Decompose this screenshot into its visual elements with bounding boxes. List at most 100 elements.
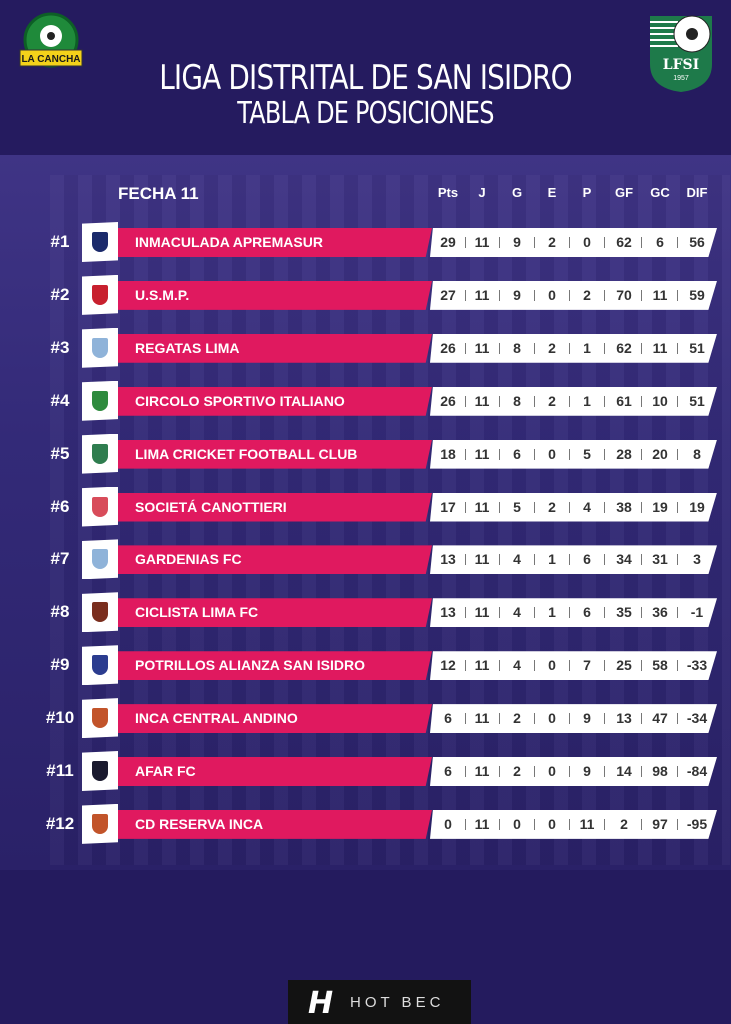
stat-j: 11 xyxy=(474,815,490,832)
stat-gc: 20 xyxy=(652,445,668,462)
divider xyxy=(604,501,605,513)
divider xyxy=(499,818,500,830)
team-name-bar: CD RESERVA INCA xyxy=(118,809,432,839)
divider xyxy=(641,607,642,619)
stat-p: 1 xyxy=(583,392,591,409)
stat-g: 9 xyxy=(513,286,521,303)
stat-g: 8 xyxy=(513,339,521,356)
la-cancha-logo: LA CANCHA xyxy=(19,12,83,68)
header: LA CANCHA LFSI 1957 LIGA DISTRITAL DE SA… xyxy=(0,0,731,155)
stat-gc: 31 xyxy=(652,551,668,568)
stat-gc: 19 xyxy=(652,498,668,515)
stat-g: 5 xyxy=(513,498,521,515)
table-row: #4 CIRCOLO SPORTIVO ITALIANO 26 11 8 2 1 61 10… xyxy=(0,379,731,423)
stat-e: 1 xyxy=(548,551,556,568)
rank: #5 xyxy=(50,443,70,463)
table-row: #6 SOCIETÁ CANOTTIERI 17 11 5 2 4 38 19 19 xyxy=(0,485,731,529)
stat-gf: 38 xyxy=(616,498,632,515)
divider xyxy=(534,660,535,672)
team-crest-icon xyxy=(82,274,118,315)
divider xyxy=(604,237,605,248)
divider xyxy=(569,554,570,566)
stat-pts: 13 xyxy=(440,604,456,621)
divider xyxy=(534,289,535,301)
stat-pts: 26 xyxy=(440,392,456,409)
team-crest-icon xyxy=(82,486,118,527)
stat-p: 6 xyxy=(583,551,591,568)
stat-dif: 3 xyxy=(693,551,701,568)
stat-e: 2 xyxy=(548,392,556,409)
column-header-pts: Pts xyxy=(437,185,459,200)
rank: #3 xyxy=(50,337,70,357)
divider xyxy=(677,766,678,777)
rank: #1 xyxy=(50,232,70,251)
stat-gf: 61 xyxy=(616,392,632,409)
stat-e: 0 xyxy=(548,710,556,727)
divider xyxy=(677,818,678,830)
divider xyxy=(534,607,535,619)
divider xyxy=(677,554,678,566)
stat-gc: 10 xyxy=(652,392,668,409)
stat-dif: 51 xyxy=(689,339,705,356)
divider xyxy=(569,818,570,830)
stat-g: 4 xyxy=(513,657,521,674)
stat-pts: 26 xyxy=(440,339,456,356)
rank: #4 xyxy=(50,390,70,410)
stat-dif: -1 xyxy=(690,604,704,621)
rank: #2 xyxy=(50,284,70,304)
divider xyxy=(569,289,570,301)
team-name: INCA CENTRAL ANDINO xyxy=(135,710,298,727)
stat-pts: 27 xyxy=(440,286,456,303)
divider xyxy=(641,501,642,513)
stat-gf: 28 xyxy=(616,445,632,462)
divider xyxy=(641,766,642,777)
stat-j: 11 xyxy=(474,339,490,356)
divider xyxy=(604,607,605,619)
divider xyxy=(569,766,570,777)
stat-e: 1 xyxy=(548,604,556,621)
stat-j: 11 xyxy=(474,657,490,674)
divider xyxy=(499,660,500,672)
divider xyxy=(499,607,500,619)
stat-gf: 2 xyxy=(620,815,628,832)
stat-j: 11 xyxy=(474,498,490,515)
stat-p: 9 xyxy=(583,763,591,779)
stats-bar: 18 11 6 0 5 28 20 8 xyxy=(430,439,717,469)
divider xyxy=(465,448,466,460)
logo-left-text: LA CANCHA xyxy=(21,54,80,65)
round-label: FECHA 11 xyxy=(118,184,199,203)
divider xyxy=(641,818,642,830)
divider xyxy=(569,713,570,725)
divider xyxy=(465,395,466,407)
divider xyxy=(499,289,500,301)
stat-e: 0 xyxy=(548,657,556,674)
rank: #11 xyxy=(46,761,74,780)
column-header-gf: GF xyxy=(614,185,634,200)
page-title: LIGA DISTRITAL DE SAN ISIDRO xyxy=(159,58,572,98)
divider xyxy=(641,660,642,672)
divider xyxy=(465,660,466,672)
stat-gf: 13 xyxy=(616,710,632,727)
divider xyxy=(499,237,500,248)
divider xyxy=(534,501,535,513)
divider xyxy=(569,607,570,619)
stat-pts: 6 xyxy=(444,763,452,779)
stat-p: 6 xyxy=(583,604,591,621)
stats-bar: 12 11 4 0 7 25 58 -33 xyxy=(430,651,717,681)
stat-j: 11 xyxy=(474,445,490,462)
table-row: #10 INCA CENTRAL ANDINO 6 11 2 0 9 13 47 -34 xyxy=(0,696,731,740)
divider xyxy=(677,607,678,619)
stat-g: 0 xyxy=(513,815,521,832)
divider xyxy=(465,501,466,513)
stat-g: 2 xyxy=(513,710,521,727)
stats-bar: 27 11 9 0 2 70 11 59 xyxy=(430,280,717,310)
stat-gc: 47 xyxy=(652,710,668,727)
divider xyxy=(569,237,570,248)
team-crest-icon xyxy=(82,222,118,262)
rank: #12 xyxy=(45,813,75,833)
stats-bar: 6 11 2 0 9 13 47 -34 xyxy=(430,704,717,734)
team-crest-icon xyxy=(82,803,118,844)
stat-j: 11 xyxy=(474,710,490,727)
team-crest-icon xyxy=(82,380,118,421)
svg-text:LFSI: LFSI xyxy=(663,57,699,73)
